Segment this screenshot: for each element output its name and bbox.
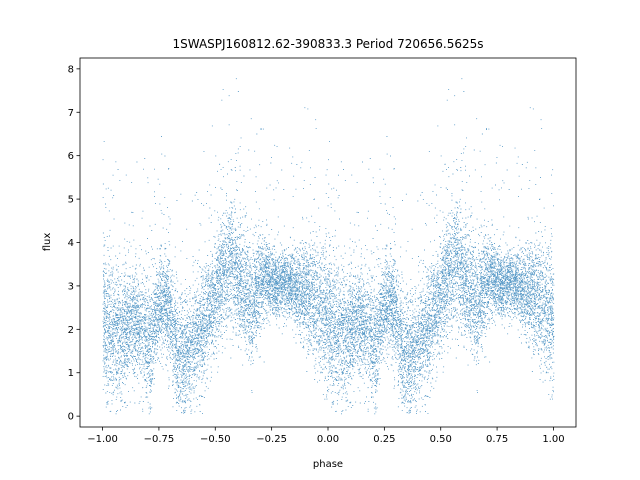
y-tick-label: 4 — [68, 238, 74, 249]
x-tick-label: −0.25 — [256, 434, 287, 445]
y-tick-label: 7 — [68, 108, 74, 119]
y-tick-label: 1 — [68, 368, 74, 379]
x-tick-label: −0.50 — [200, 434, 231, 445]
chart-title: 1SWASPJ160812.62-390833.3 Period 720656.… — [172, 37, 483, 51]
x-tick-label: 0.00 — [317, 434, 339, 445]
x-tick-label: 1.00 — [542, 434, 564, 445]
y-tick-label: 5 — [68, 195, 74, 206]
x-tick-label: 0.75 — [486, 434, 508, 445]
x-axis-ticks: −1.00 −0.75 −0.50 −0.25 0.00 0.25 0.50 0.75 1.00 — [87, 427, 565, 445]
y-axis-label: flux — [42, 233, 53, 252]
y-tick-label: 3 — [68, 281, 74, 292]
x-tick-label: −0.75 — [144, 434, 175, 445]
x-tick-label: 0.50 — [430, 434, 452, 445]
y-tick-label: 6 — [68, 151, 74, 162]
scatter-point-cloud — [102, 78, 555, 415]
data-points — [102, 78, 555, 415]
y-axis-ticks: 0 1 2 3 4 5 6 7 8 — [68, 64, 80, 423]
y-tick-label: 2 — [68, 325, 74, 336]
plot-frame — [79, 57, 577, 428]
y-tick-label: 0 — [68, 412, 74, 423]
y-tick-label: 8 — [68, 64, 74, 75]
x-axis-label: phase — [313, 459, 343, 470]
x-tick-label: 0.25 — [373, 434, 395, 445]
x-tick-label: −1.00 — [87, 434, 118, 445]
